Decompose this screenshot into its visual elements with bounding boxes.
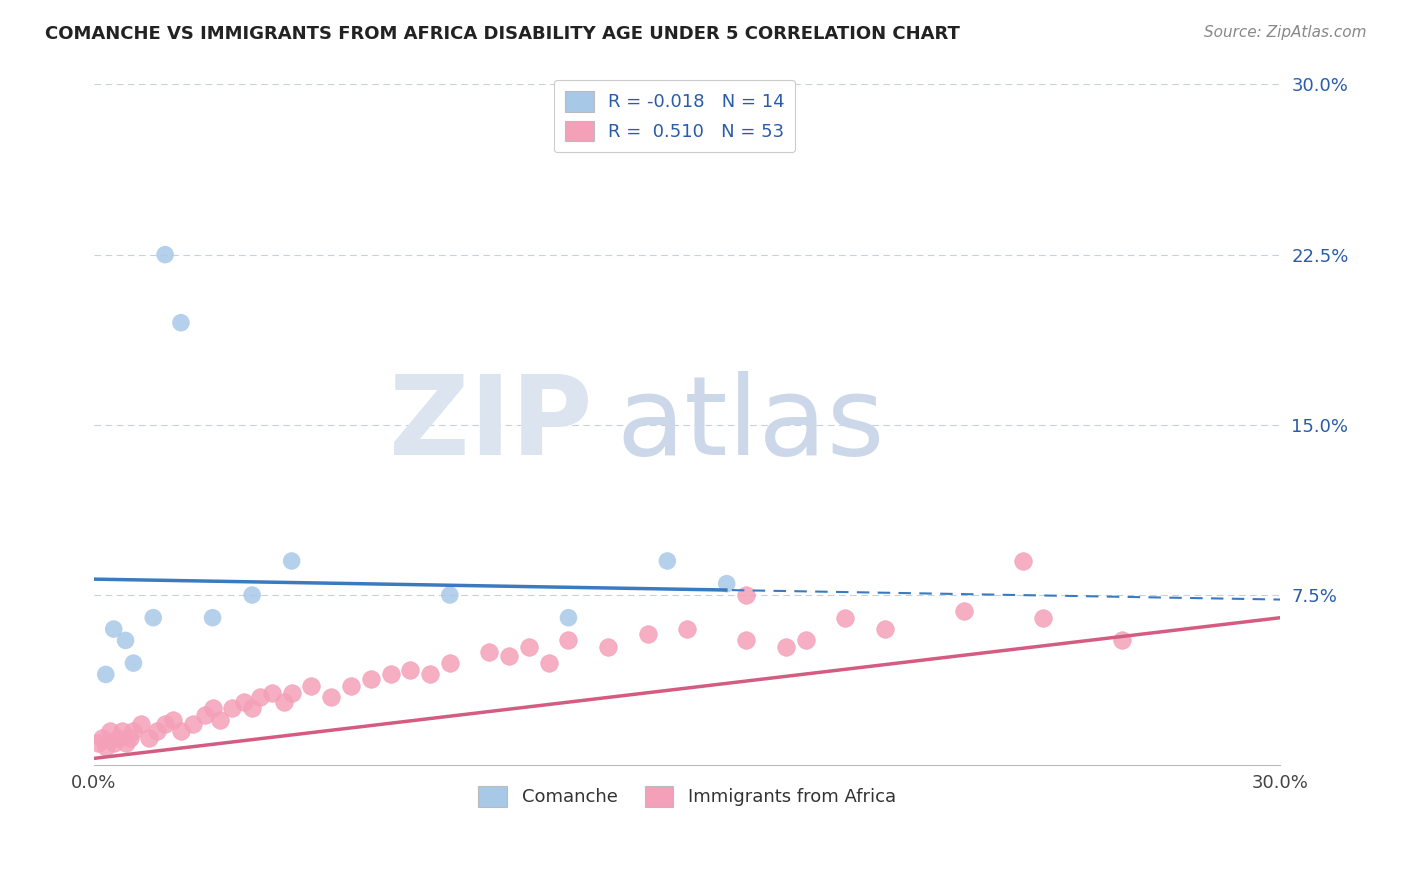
Point <box>557 610 579 624</box>
Legend: Comanche, Immigrants from Africa: Comanche, Immigrants from Africa <box>471 779 903 814</box>
Point <box>221 701 243 715</box>
Point <box>240 701 263 715</box>
Point <box>439 656 461 670</box>
Point <box>209 713 232 727</box>
Point <box>360 672 382 686</box>
Text: COMANCHE VS IMMIGRANTS FROM AFRICA DISABILITY AGE UNDER 5 CORRELATION CHART: COMANCHE VS IMMIGRANTS FROM AFRICA DISAB… <box>45 25 960 43</box>
Point <box>557 633 579 648</box>
Point <box>146 724 169 739</box>
Point <box>90 731 112 745</box>
Point <box>194 708 217 723</box>
Point <box>118 731 141 745</box>
Point <box>122 656 145 670</box>
Point <box>94 740 117 755</box>
Point <box>170 316 193 330</box>
Point <box>162 713 184 727</box>
Point <box>637 626 659 640</box>
Point <box>1012 554 1035 568</box>
Point <box>716 576 738 591</box>
Point <box>114 633 136 648</box>
Text: ZIP: ZIP <box>389 371 592 478</box>
Point <box>775 640 797 655</box>
Point <box>94 667 117 681</box>
Point <box>181 717 204 731</box>
Point <box>596 640 619 655</box>
Point <box>794 633 817 648</box>
Point <box>170 724 193 739</box>
Point <box>1111 633 1133 648</box>
Point <box>153 247 176 261</box>
Point <box>735 633 758 648</box>
Point <box>114 735 136 749</box>
Point <box>107 731 129 745</box>
Point <box>834 610 856 624</box>
Point <box>280 554 302 568</box>
Point <box>498 649 520 664</box>
Point <box>380 667 402 681</box>
Point <box>280 685 302 699</box>
Point <box>201 701 224 715</box>
Point <box>419 667 441 681</box>
Point <box>240 588 263 602</box>
Point <box>399 663 422 677</box>
Point <box>517 640 540 655</box>
Point <box>273 695 295 709</box>
Point <box>103 622 125 636</box>
Point <box>142 610 165 624</box>
Point <box>537 656 560 670</box>
Point <box>138 731 160 745</box>
Point <box>110 724 132 739</box>
Point <box>87 735 110 749</box>
Point <box>98 724 121 739</box>
Point <box>122 724 145 739</box>
Point <box>301 679 323 693</box>
Point <box>249 690 271 705</box>
Point <box>321 690 343 705</box>
Point <box>103 735 125 749</box>
Text: Source: ZipAtlas.com: Source: ZipAtlas.com <box>1204 25 1367 40</box>
Point <box>676 622 699 636</box>
Point <box>153 717 176 731</box>
Point <box>657 554 679 568</box>
Point <box>439 588 461 602</box>
Text: atlas: atlas <box>616 371 884 478</box>
Point <box>953 604 976 618</box>
Point <box>201 610 224 624</box>
Point <box>340 679 363 693</box>
Point <box>233 695 256 709</box>
Point <box>735 588 758 602</box>
Point <box>260 685 283 699</box>
Point <box>1032 610 1054 624</box>
Point <box>873 622 896 636</box>
Point <box>131 717 153 731</box>
Point <box>478 645 501 659</box>
